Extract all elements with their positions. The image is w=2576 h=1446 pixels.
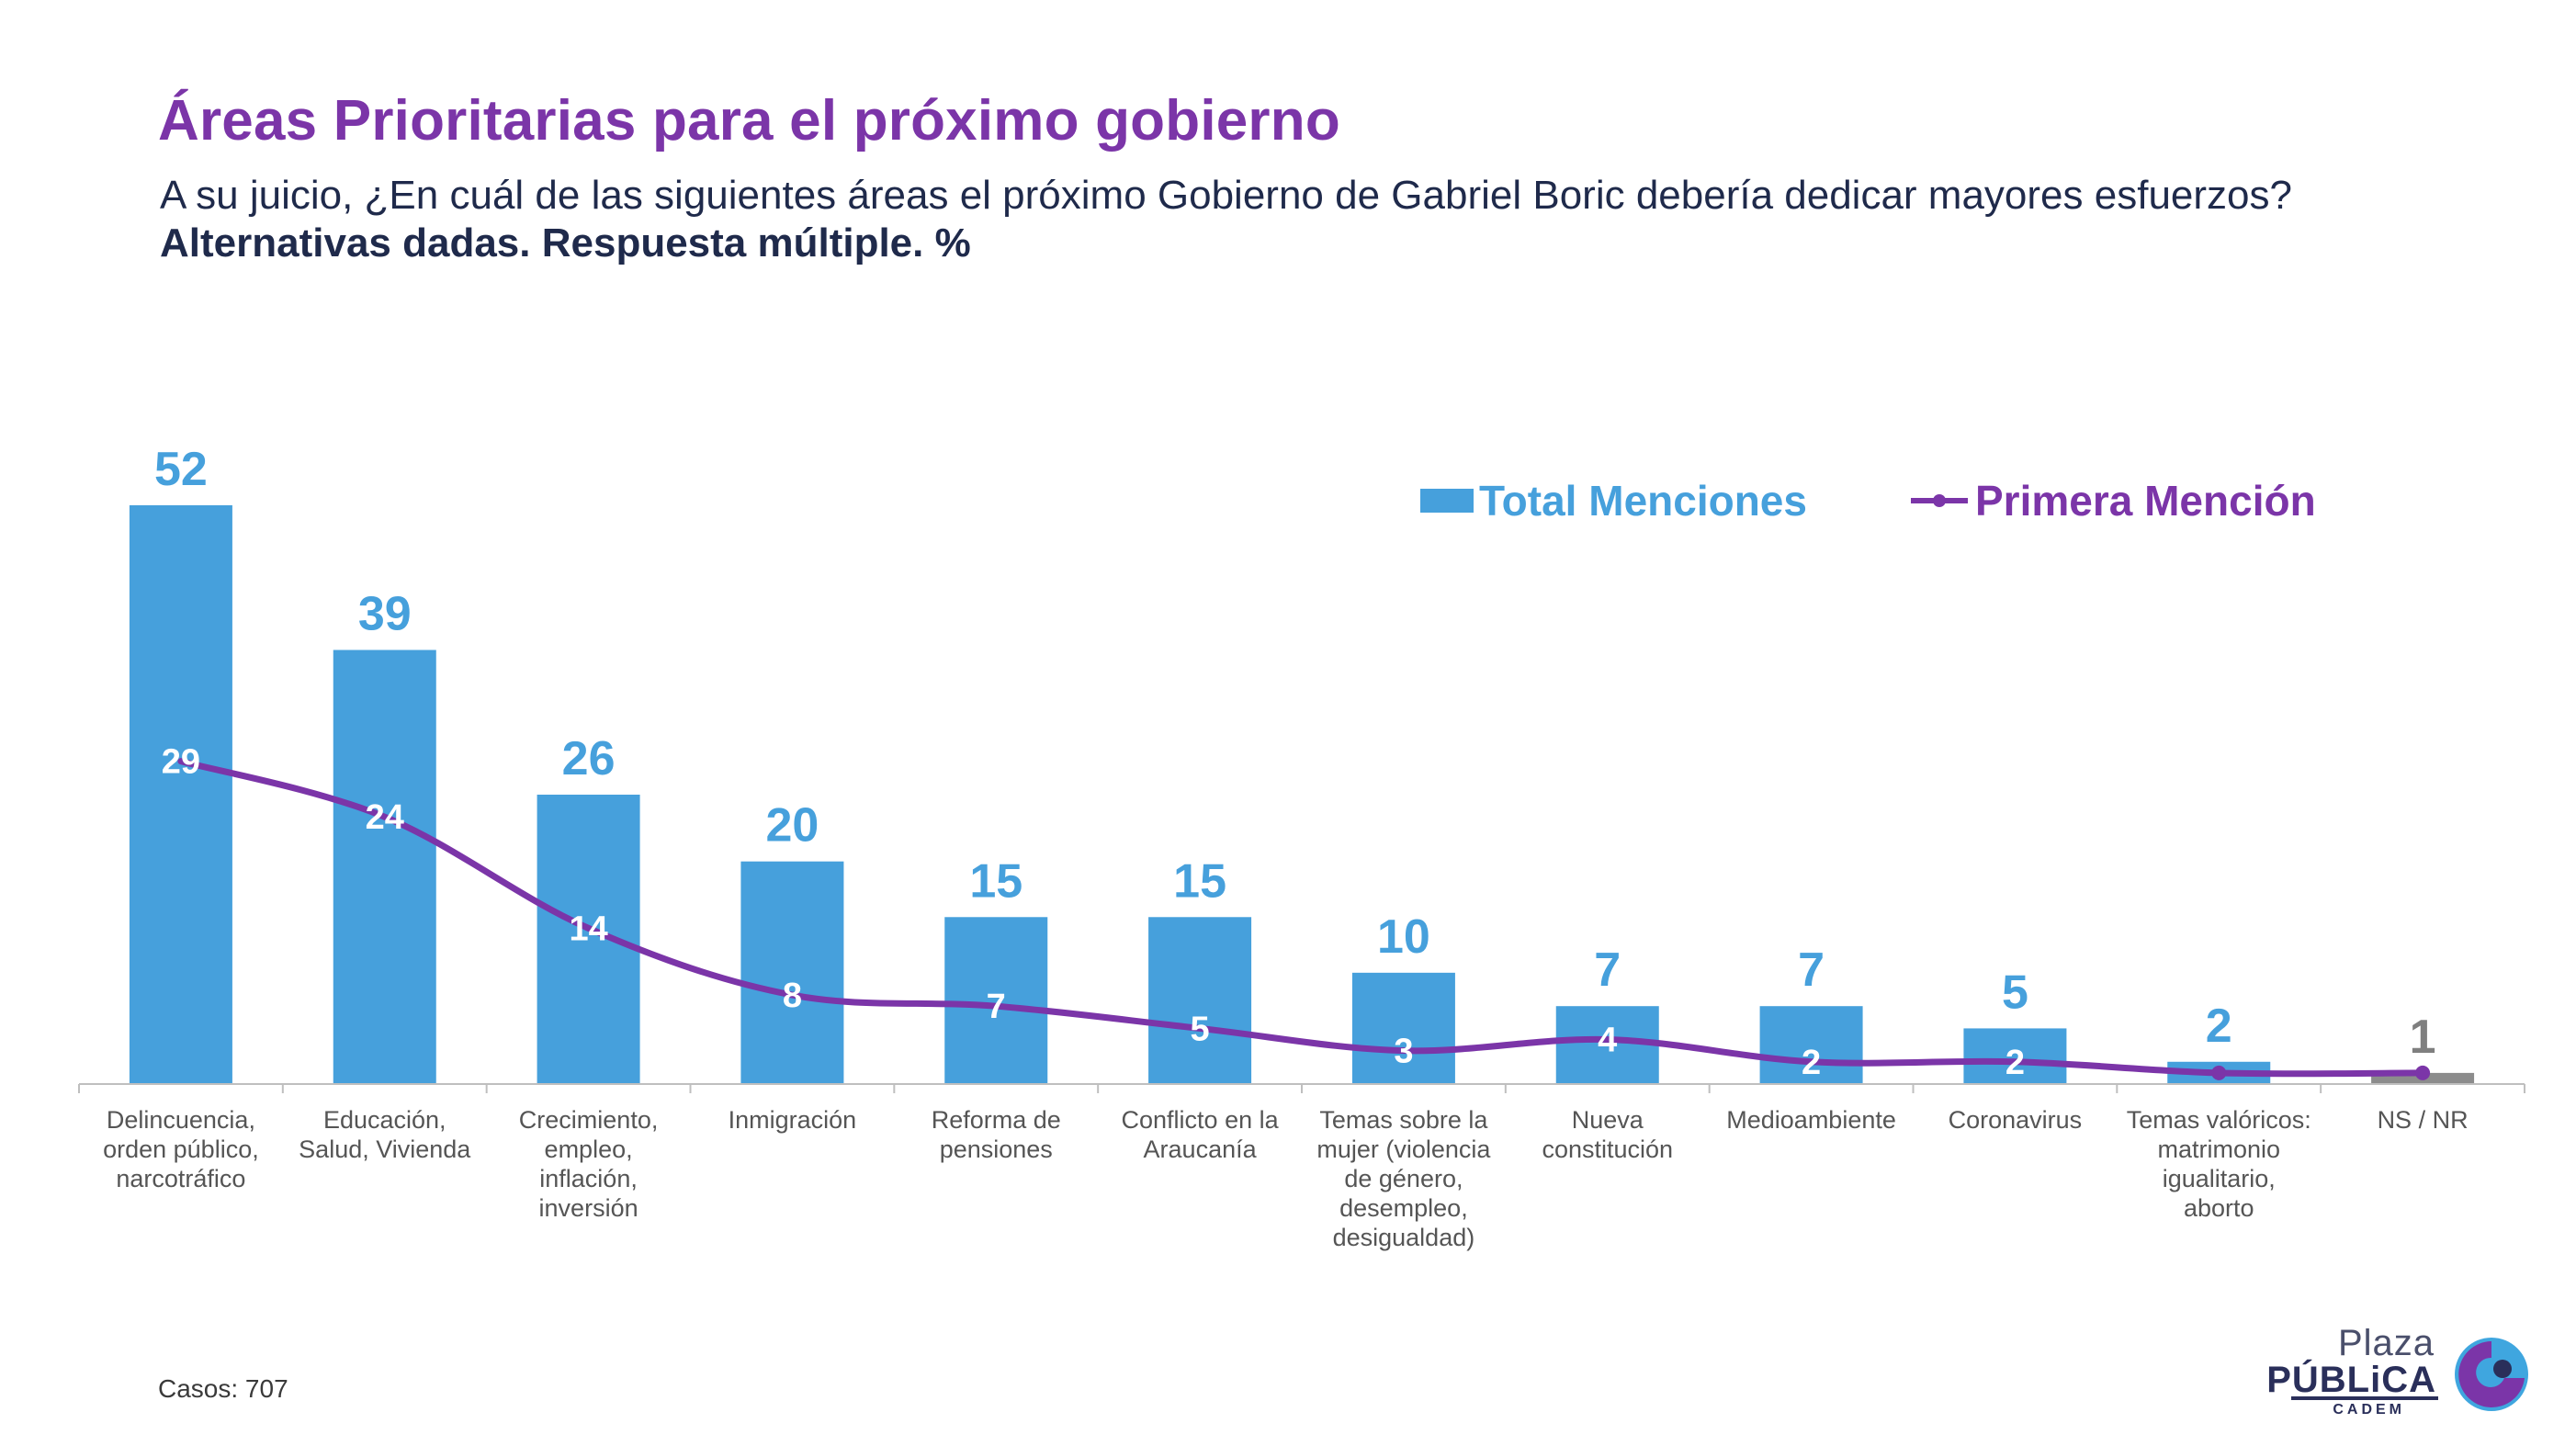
bar-total-menciones bbox=[1555, 1006, 1659, 1084]
chart-title: Áreas Prioritarias para el próximo gobie… bbox=[158, 89, 1340, 153]
line-value-label: 7 bbox=[987, 988, 1006, 1026]
line-value-label: 4 bbox=[1598, 1022, 1617, 1060]
x-tick-label: Delincuencia, orden público, narcotráfico bbox=[103, 1106, 259, 1192]
x-tick-label: Reforma de pensiones bbox=[932, 1106, 1061, 1163]
logo-publica-text: PÚBLiCA bbox=[2266, 1360, 2436, 1400]
bar-value-label: 5 bbox=[2002, 966, 2028, 1019]
logo-underline bbox=[2291, 1396, 2438, 1400]
bar-total-menciones bbox=[1759, 1006, 1863, 1084]
bar-total-menciones bbox=[1351, 972, 1455, 1084]
line-value-label: 29 bbox=[162, 743, 200, 782]
x-tick-label: Temas valóricos: matrimonio igualitario, ab… bbox=[2127, 1106, 2311, 1222]
line-value-label: 24 bbox=[366, 798, 404, 837]
line-primera-mencion bbox=[177, 758, 2426, 1078]
bar-value-label: 2 bbox=[2206, 1000, 2232, 1053]
bar-total-menciones bbox=[944, 917, 1048, 1084]
bar-value-label: 7 bbox=[1594, 943, 1621, 997]
line-value-label: 14 bbox=[569, 909, 607, 948]
bar-total-menciones bbox=[1963, 1028, 2067, 1084]
bar-total-menciones bbox=[740, 861, 844, 1084]
bar-total-menciones bbox=[1148, 917, 1252, 1084]
logo-plaza-text: Plaza bbox=[2337, 1323, 2435, 1363]
bar-value-label: 20 bbox=[765, 799, 819, 853]
x-tick-label: NS / NR bbox=[2378, 1106, 2469, 1134]
x-tick-label: Temas sobre la mujer (violencia de género,… bbox=[1316, 1106, 1491, 1251]
bar-value-label: 15 bbox=[969, 854, 1022, 908]
bar-total-menciones bbox=[129, 505, 232, 1084]
chart-note: Alternativas dadas. Respuesta múltiple. … bbox=[160, 220, 971, 265]
legend-primera-mencion: Primera Mención bbox=[1909, 469, 2316, 533]
line-value-label: 2 bbox=[1802, 1044, 1821, 1082]
x-tick-label: Inmigración bbox=[729, 1106, 857, 1134]
logo-swirl-icon bbox=[2455, 1338, 2528, 1411]
line-point bbox=[2211, 1065, 2227, 1080]
bar-value-label: 7 bbox=[1798, 943, 1825, 997]
x-tick-label: Crecimiento, empleo, inflación, inversión bbox=[519, 1106, 659, 1222]
legend-total-menciones: Total Menciones bbox=[1420, 469, 1807, 533]
line-value-label: 5 bbox=[1191, 1010, 1210, 1048]
legend-bar-swatch bbox=[1420, 489, 1474, 513]
bar-value-label: 26 bbox=[562, 732, 616, 785]
line-value-label: 3 bbox=[1394, 1033, 1413, 1071]
x-tick-label: Educación, Salud, Vivienda bbox=[299, 1106, 471, 1163]
bar-total-menciones bbox=[333, 650, 436, 1084]
line-value-label: 8 bbox=[783, 977, 802, 1015]
line-point bbox=[2415, 1065, 2431, 1080]
x-tick-label: Conflicto en la Araucanía bbox=[1122, 1106, 1280, 1163]
cases-count: Casos: 707 bbox=[158, 1374, 288, 1403]
legend-line-swatch bbox=[1911, 494, 1968, 507]
bar-value-label: 39 bbox=[358, 588, 412, 641]
chart-subtitle: A su juicio, ¿En cuál de las siguientes … bbox=[160, 173, 2292, 218]
bar-value-label: 52 bbox=[154, 443, 208, 496]
bar-value-label: 15 bbox=[1173, 854, 1226, 908]
legend-bar-label: Total Menciones bbox=[1479, 477, 1807, 525]
bar-value-label: 1 bbox=[2410, 1011, 2436, 1064]
line-value-label: 2 bbox=[2005, 1044, 2025, 1082]
x-tick-label: Nueva constitución bbox=[1542, 1106, 1673, 1163]
logo-cadem-text: CADEM bbox=[2333, 1402, 2405, 1418]
x-tick-label: Medioambiente bbox=[1726, 1106, 1896, 1134]
x-tick-label: Coronavirus bbox=[1949, 1106, 2083, 1134]
bar-value-label: 10 bbox=[1377, 910, 1430, 964]
legend-line-label: Primera Mención bbox=[1975, 477, 2316, 525]
plaza-publica-cadem-logo: Plaza PÚBLiCA CADEM bbox=[2266, 1323, 2534, 1424]
